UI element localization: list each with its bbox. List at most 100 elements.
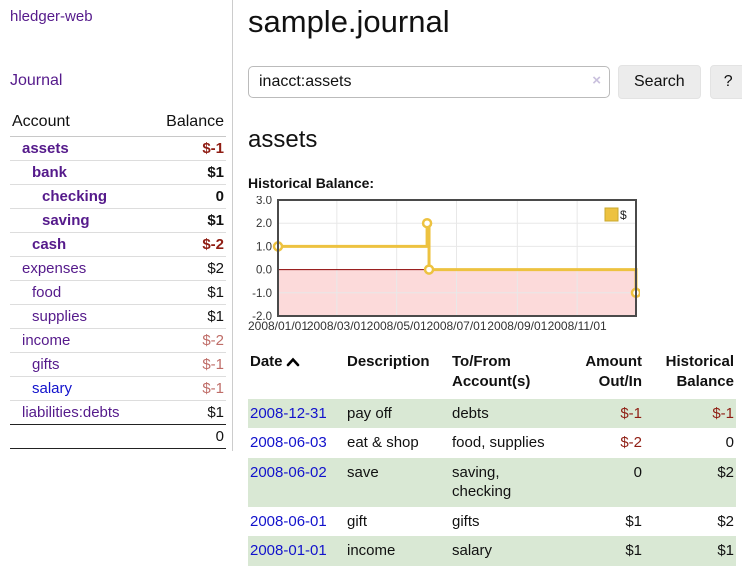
search-input[interactable] xyxy=(248,66,610,98)
transaction-amount: $1 xyxy=(625,542,642,559)
account-balance: $-2 xyxy=(148,232,226,257)
transaction-amount: 0 xyxy=(633,463,642,481)
account-link[interactable]: expenses xyxy=(22,260,87,277)
svg-text:1.0: 1.0 xyxy=(256,241,272,253)
svg-text:0.0: 0.0 xyxy=(256,265,272,277)
account-balance: $1 xyxy=(148,280,226,305)
account-row: food $1 xyxy=(10,280,226,305)
transaction-description: pay off xyxy=(347,404,392,422)
transaction-amount: $-1 xyxy=(620,404,642,422)
register-header-balance: Historical Balance xyxy=(665,353,734,391)
transaction-accounts: saving, checking xyxy=(452,463,512,501)
register-header-accounts: To/From Account(s) xyxy=(452,353,531,391)
clear-search-icon[interactable]: × xyxy=(592,72,601,89)
account-row: gifts $-1 xyxy=(10,352,226,377)
account-link[interactable]: bank xyxy=(32,164,68,181)
sidebar-item-journal[interactable]: Journal xyxy=(10,72,63,89)
account-row: cash $-2 xyxy=(10,232,226,257)
svg-text:2008/01/01: 2008/01/01 xyxy=(248,319,308,333)
account-heading: assets xyxy=(248,126,318,153)
account-row: expenses $2 xyxy=(10,256,226,281)
svg-text:2.0: 2.0 xyxy=(256,218,272,230)
transaction-balance: $1 xyxy=(717,542,734,559)
transaction-row: 2008-06-02 save saving, checking 0 $2 xyxy=(248,457,736,507)
account-balance: $1 xyxy=(148,208,226,233)
svg-text:2008/09/01: 2008/09/01 xyxy=(487,319,547,333)
account-link[interactable]: saving xyxy=(42,212,90,229)
transaction-row: 2008-06-01 gift gifts $1 $2 xyxy=(248,507,736,537)
transaction-balance: $2 xyxy=(717,512,734,530)
transaction-row: 2008-12-31 pay off debts $-1 $-1 xyxy=(248,398,736,428)
historical-balance-chart: -2.0 -1.0 0.0 1.0 2.0 3.0 2008/01/012008/03/01… xyxy=(248,196,640,333)
transaction-description: income xyxy=(347,542,396,559)
transaction-date-link[interactable]: 2008-06-01 xyxy=(250,512,327,530)
transaction-date-link[interactable]: 2008-06-02 xyxy=(250,463,327,481)
account-link[interactable]: gifts xyxy=(32,356,60,373)
register-header-date-label: Date xyxy=(250,353,283,370)
account-balance: $-1 xyxy=(148,376,226,401)
sort-asc-icon xyxy=(286,357,299,367)
page-title: sample.journal xyxy=(248,4,450,39)
transaction-accounts: salary xyxy=(452,542,493,559)
account-link[interactable]: checking xyxy=(42,188,108,205)
app-title-link[interactable]: hledger-web xyxy=(10,8,93,25)
transaction-accounts: food, supplies xyxy=(452,434,545,451)
main-panel: sample.journal × Search ? assets Histori… xyxy=(233,0,742,576)
transaction-amount: $1 xyxy=(625,512,642,530)
account-link[interactable]: income xyxy=(22,332,71,349)
register-header-row: Date Description To/From Account(s) Amou… xyxy=(248,348,736,399)
transaction-row: 2008-06-03 eat & shop food, supplies $-2… xyxy=(248,428,736,458)
svg-text:2008/05/01: 2008/05/01 xyxy=(367,319,427,333)
transaction-date-link[interactable]: 2008-06-03 xyxy=(250,434,327,451)
transaction-date-link[interactable]: 2008-01-01 xyxy=(250,542,327,559)
account-row: saving $1 xyxy=(10,208,226,233)
account-link[interactable]: liabilities:debts xyxy=(22,404,120,421)
account-balance: 0 xyxy=(148,184,226,209)
register-header-description: Description xyxy=(347,353,430,370)
account-row: supplies $1 xyxy=(10,304,226,329)
help-button[interactable]: ? xyxy=(709,65,742,99)
search-button[interactable]: Search xyxy=(618,65,701,99)
account-balance: $2 xyxy=(148,256,226,281)
svg-text:3.0: 3.0 xyxy=(256,196,272,207)
transaction-amount: $-2 xyxy=(620,434,642,451)
sidebar: hledger-web Journal Account Balance asse… xyxy=(0,0,233,451)
account-balance: $1 xyxy=(148,304,226,329)
account-balance: $1 xyxy=(148,160,226,185)
account-row: salary $-1 xyxy=(10,376,226,401)
account-link[interactable]: food xyxy=(32,284,62,301)
svg-text:2008/11/01: 2008/11/01 xyxy=(548,319,607,333)
transaction-accounts: debts xyxy=(452,404,489,422)
svg-text:$: $ xyxy=(620,208,627,222)
svg-text:2008/03/01: 2008/03/01 xyxy=(307,319,367,333)
account-row: liabilities:debts $1 xyxy=(10,400,226,425)
account-balance: $-1 xyxy=(148,352,226,377)
account-link[interactable]: salary xyxy=(32,380,73,397)
register-header-date[interactable]: Date xyxy=(248,348,345,399)
accounts-total-value: 0 xyxy=(148,424,226,449)
account-row: income $-2 xyxy=(10,328,226,353)
transaction-description: gift xyxy=(347,512,368,530)
transaction-accounts: gifts xyxy=(452,512,480,530)
svg-text:2008/07/01: 2008/07/01 xyxy=(426,319,486,333)
search-box: × xyxy=(248,66,610,98)
account-row: bank $1 xyxy=(10,160,226,185)
register-table: Date Description To/From Account(s) Amou… xyxy=(248,348,736,566)
account-balance: $-1 xyxy=(202,140,224,157)
chart-title: Historical Balance: xyxy=(248,175,375,191)
account-link[interactable]: assets xyxy=(22,140,69,157)
register-header-amount: Amount Out/In xyxy=(585,353,642,391)
accounts-total-row: 0 xyxy=(10,424,226,449)
transaction-description: save xyxy=(347,463,379,481)
account-link[interactable]: cash xyxy=(32,236,67,253)
accounts-header-balance: Balance xyxy=(148,110,226,137)
account-row: checking 0 xyxy=(10,184,226,209)
account-row: assets $-1 xyxy=(10,137,226,161)
svg-text:-1.0: -1.0 xyxy=(252,288,272,300)
account-balance: $-2 xyxy=(148,328,226,353)
account-link[interactable]: supplies xyxy=(32,308,88,325)
transaction-balance: 0 xyxy=(725,434,734,451)
transaction-date-link[interactable]: 2008-12-31 xyxy=(250,404,327,422)
transaction-row: 2008-01-01 income salary $1 $1 xyxy=(248,536,736,566)
